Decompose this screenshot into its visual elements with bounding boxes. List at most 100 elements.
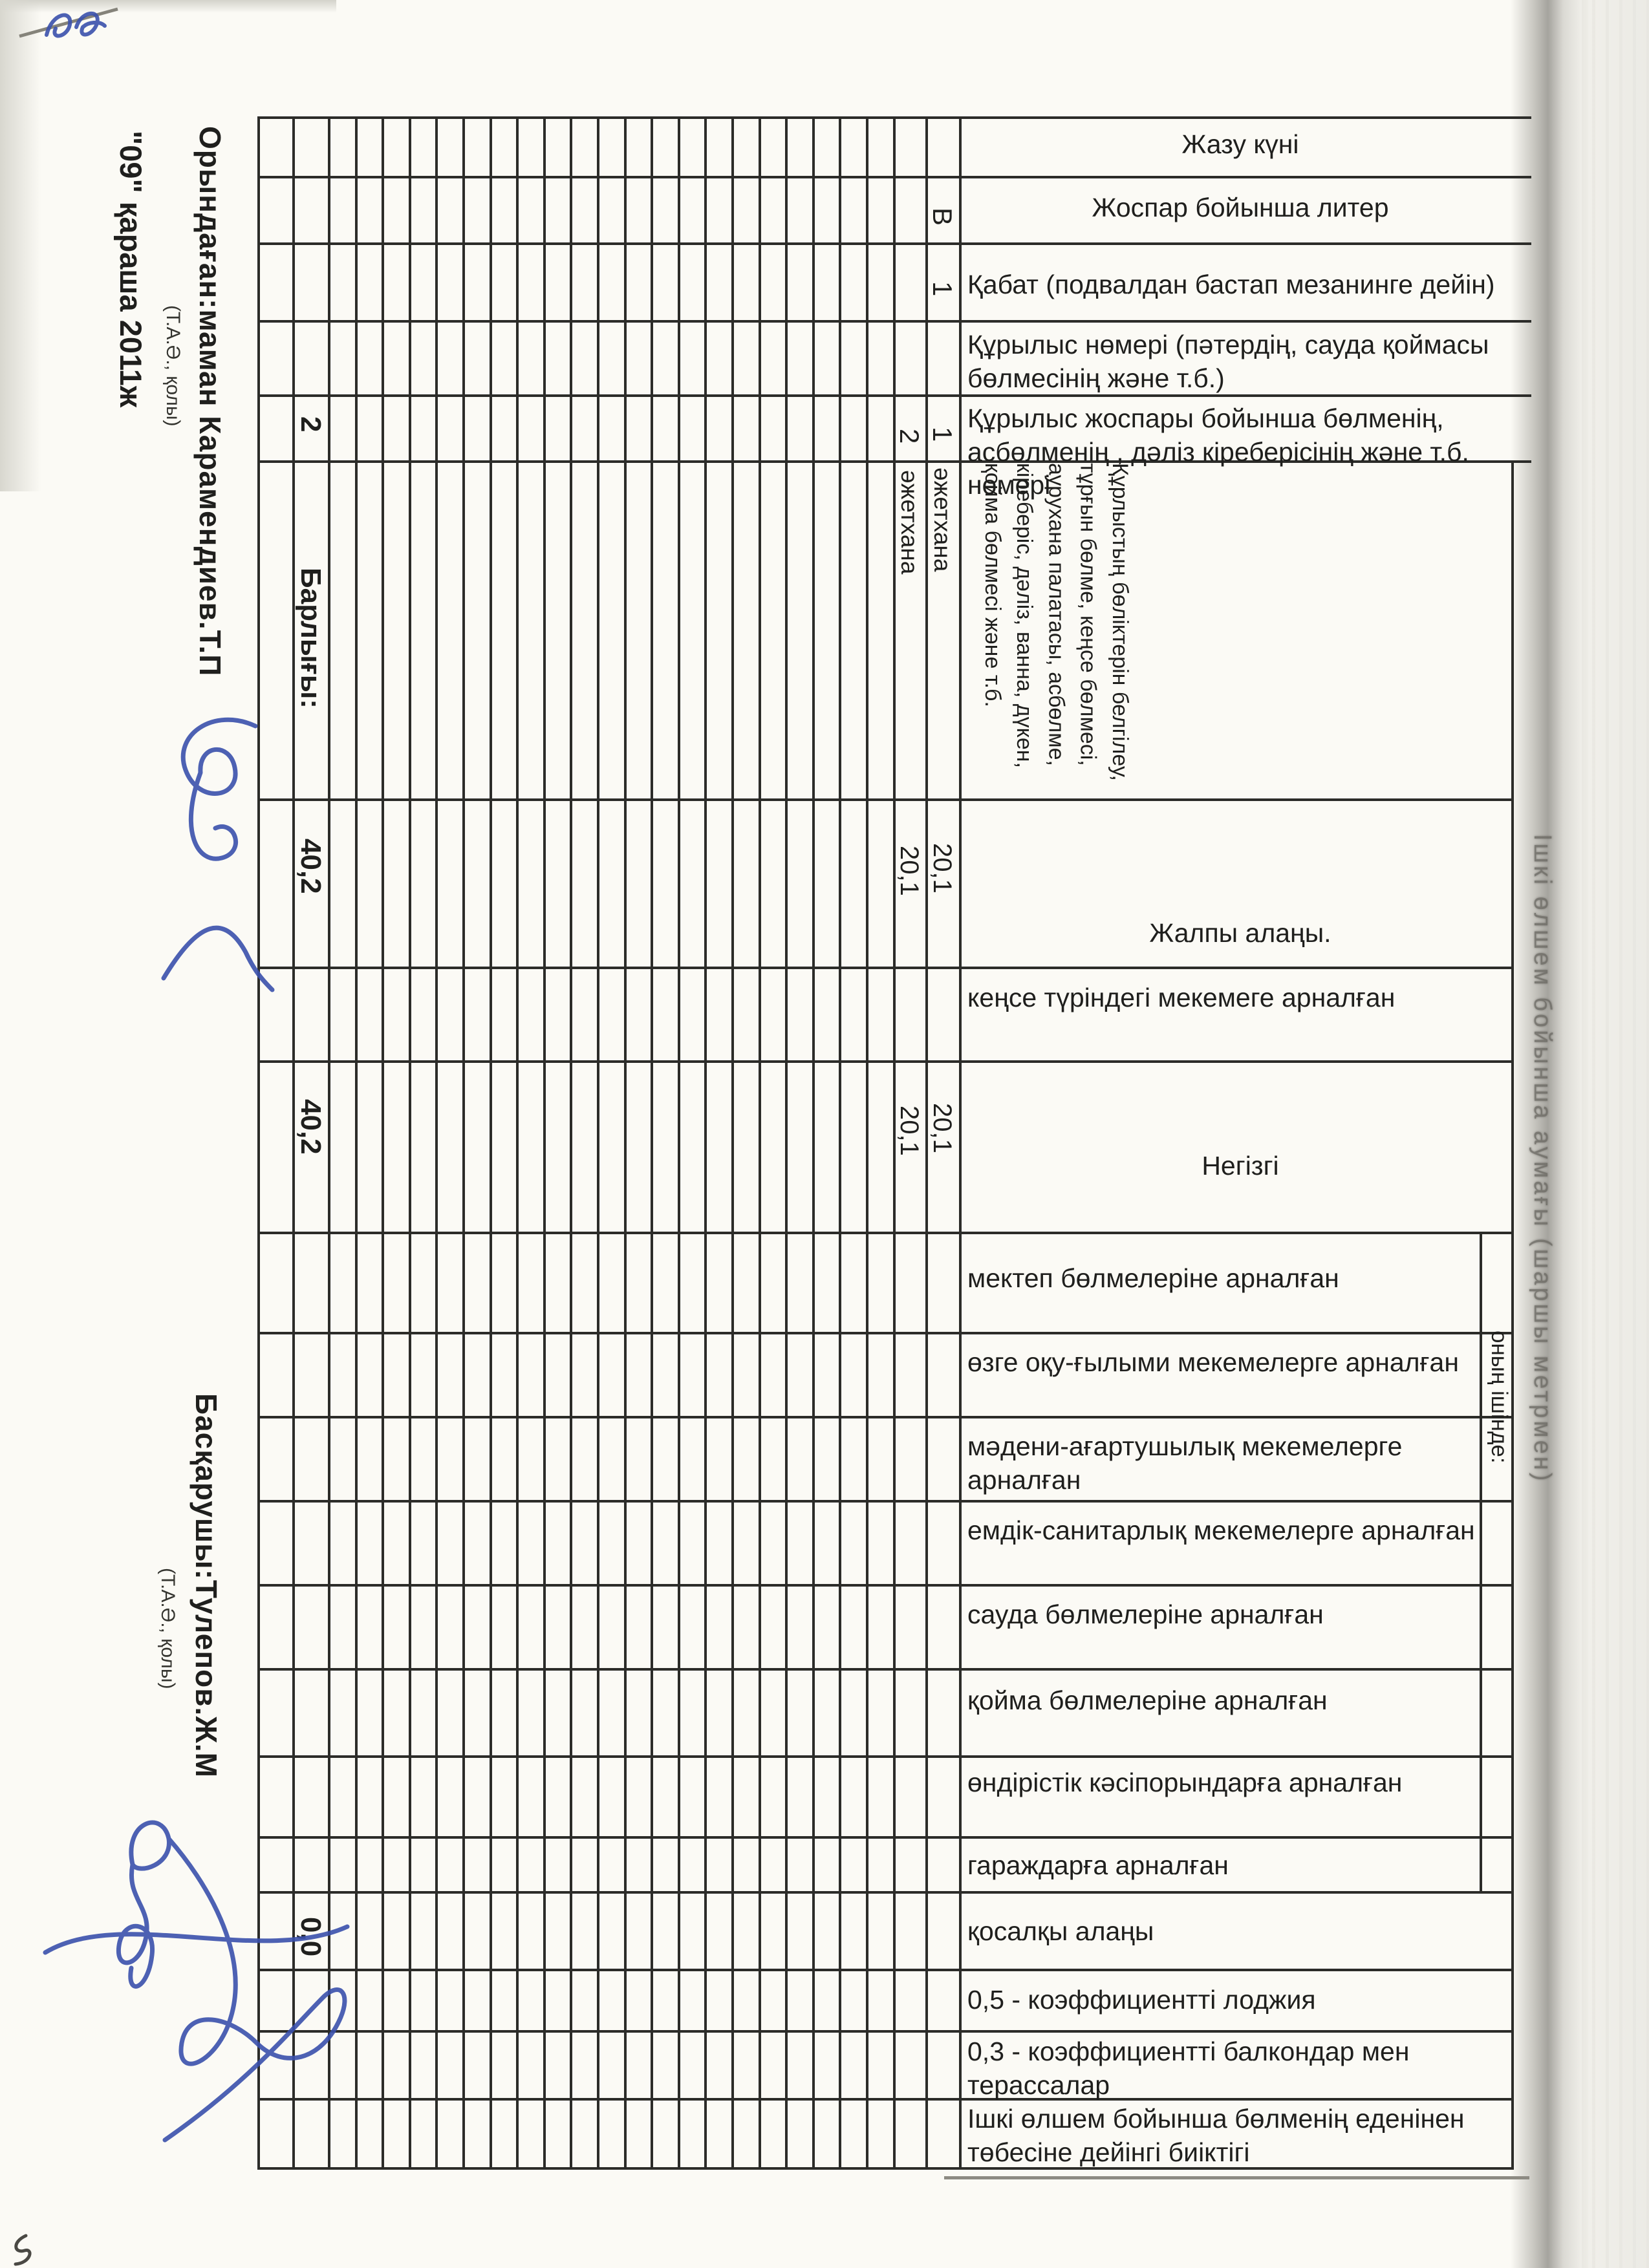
row2-main-area: 20,1 — [895, 1105, 923, 1156]
header-group-inner: оның ішінде: — [1487, 1331, 1512, 1464]
manager-signature — [43, 1820, 350, 2143]
grid-hline — [257, 1232, 1513, 1234]
row1-room-name: әжетхана — [929, 467, 956, 572]
totals-room-count: 2 — [295, 416, 327, 433]
grid-hline — [257, 116, 1531, 119]
grid-hline — [257, 798, 1513, 801]
header-loggia-coeff: 0,5 - коэффициентті лоджия — [967, 1985, 1316, 2015]
grid-hline-ghost — [944, 2176, 1529, 2179]
grid-hline — [257, 1584, 1513, 1587]
grid-hline — [257, 1332, 1513, 1334]
grid-hline — [257, 2030, 1513, 2033]
header-building-number: Құрылыс нөмері (пәтердің, сауда қоймасы … — [967, 330, 1489, 393]
grid-vline — [624, 116, 627, 2170]
grid-vline — [651, 116, 653, 2170]
totals-total-area: 40,2 — [295, 838, 327, 894]
grid-hline — [257, 1836, 1513, 1839]
grid-hline — [257, 1060, 1513, 1063]
grid-hline — [257, 2167, 1513, 2170]
header-auxiliary-area: қосалқы алаңы — [967, 1916, 1154, 1946]
row2-total-area: 20,1 — [895, 845, 923, 896]
grid-vline — [570, 116, 572, 2170]
row2-room-no: 2 — [894, 429, 925, 444]
executor-name-label: Орындаған:маман Карамендиев.Т.П — [193, 126, 227, 677]
scan-left-edge-shadow — [0, 0, 41, 491]
header-room-number: Құрылыс жоспары бойынша бөлменің, асбөлм… — [967, 403, 1469, 500]
grid-hline — [257, 1755, 1513, 1758]
header-record-date: Жазу күні — [1181, 129, 1299, 159]
executor-signature — [161, 717, 275, 992]
grid-hline — [257, 320, 1531, 323]
grid-vline — [462, 116, 465, 2170]
grid-vline — [435, 116, 438, 2170]
row1-floor: 1 — [927, 281, 958, 297]
header-industrial-use: өндірістік кәсіпорындарға арналған — [967, 1768, 1403, 1797]
header-medical-use: емдік-санитарлық мекемелерге арналған — [967, 1515, 1475, 1545]
grid-vline — [597, 116, 599, 2170]
grid-hline — [257, 176, 1531, 178]
grid-hline — [257, 1416, 1513, 1418]
executor-signature-caption: (Т.А.Ә., қолы) — [162, 305, 184, 427]
grid-hline — [257, 1668, 1513, 1671]
header-main-area: Негізгі — [1202, 1151, 1279, 1181]
scan-top-edge-shadow — [0, 0, 336, 13]
grid-vline — [785, 116, 788, 2170]
header-ceiling-height: Ішкі өлшем бойынша бөлменің еденінен төб… — [967, 2104, 1465, 2167]
header-garage-use: гараждарға арналған — [967, 1850, 1229, 1880]
grid-vline — [292, 116, 295, 2170]
grid-vline — [516, 116, 519, 2170]
page-fold-shadow — [1511, 0, 1588, 2268]
header-total-area: Жалпы алаңы. — [1149, 918, 1331, 948]
header-office-use: кеңсе түріндегі мекемеге арналған — [967, 983, 1396, 1012]
grid-hline — [257, 242, 1531, 245]
grid-vline — [959, 116, 962, 2170]
grid-hline — [257, 460, 1531, 463]
grid-vline — [678, 116, 680, 2170]
bottom-left-pen-mark — [14, 2234, 32, 2266]
grid-vline — [893, 116, 896, 2170]
grid-vline — [1480, 1232, 1482, 1894]
header-floor: Қабат (подвалдан бастап мезанинге дейін) — [967, 270, 1495, 299]
grid-vline — [839, 116, 841, 2170]
header-trade-use: сауда бөлмелеріне арналған — [967, 1599, 1324, 1629]
grid-vline — [1511, 460, 1514, 2170]
manager-signature-caption: (Т.А.Ә., қолы) — [157, 1568, 178, 1689]
grid-hline — [257, 2098, 1513, 2101]
header-cultural-use: мәдени-ағартушылық мекемелерге арналған — [967, 1431, 1403, 1495]
header-school-use: мектеп бөлмелеріне арналған — [967, 1263, 1339, 1293]
grid-vline — [731, 116, 734, 2170]
grid-vline — [490, 116, 492, 2170]
grid-vline — [759, 116, 761, 2170]
grid-vline — [257, 116, 260, 2170]
header-room-designation: Құрлыстың бөліктерін белгілеу, тұрғын бө… — [980, 463, 1132, 781]
header-balcony-coeff: 0,3 - коэффициентті балкондар мен терасс… — [967, 2037, 1410, 2100]
row1-main-area: 20,1 — [928, 1102, 956, 1153]
grid-hline — [257, 1969, 1513, 1971]
row1-total-area: 20,1 — [928, 842, 956, 893]
scan-right-edge — [1582, 0, 1649, 2268]
totals-label: Барлығы: — [295, 568, 327, 709]
row2-room-name: әжетхана — [896, 470, 923, 575]
grid-vline — [328, 116, 330, 2170]
grid-vline — [382, 116, 384, 2170]
grid-vline — [866, 116, 868, 2170]
totals-main-area: 40,2 — [295, 1098, 327, 1155]
document-date: "09" қараша 2011ж — [114, 131, 148, 408]
grid-vline — [543, 116, 546, 2170]
row1-liter: В — [927, 207, 958, 226]
grid-hline — [257, 1500, 1513, 1503]
grid-hline — [257, 1891, 1513, 1894]
grid-hline — [257, 967, 1513, 969]
grid-vline — [925, 116, 928, 2170]
manager-name-label: Басқарушы:Тулепов.Ж.М — [189, 1393, 223, 1778]
grid-hline — [257, 394, 1531, 397]
handwritten-scribble-top — [45, 11, 107, 38]
grid-vline — [704, 116, 707, 2170]
header-education-use: өзге оқу-ғылыми мекемелерге арналған — [967, 1347, 1460, 1377]
grid-vline — [355, 116, 358, 2170]
header-warehouse-use: қойма бөлмелеріне арналған — [967, 1685, 1328, 1715]
grid-vline — [812, 116, 815, 2170]
row1-room-no: 1 — [927, 427, 958, 442]
grid-vline — [409, 116, 411, 2170]
